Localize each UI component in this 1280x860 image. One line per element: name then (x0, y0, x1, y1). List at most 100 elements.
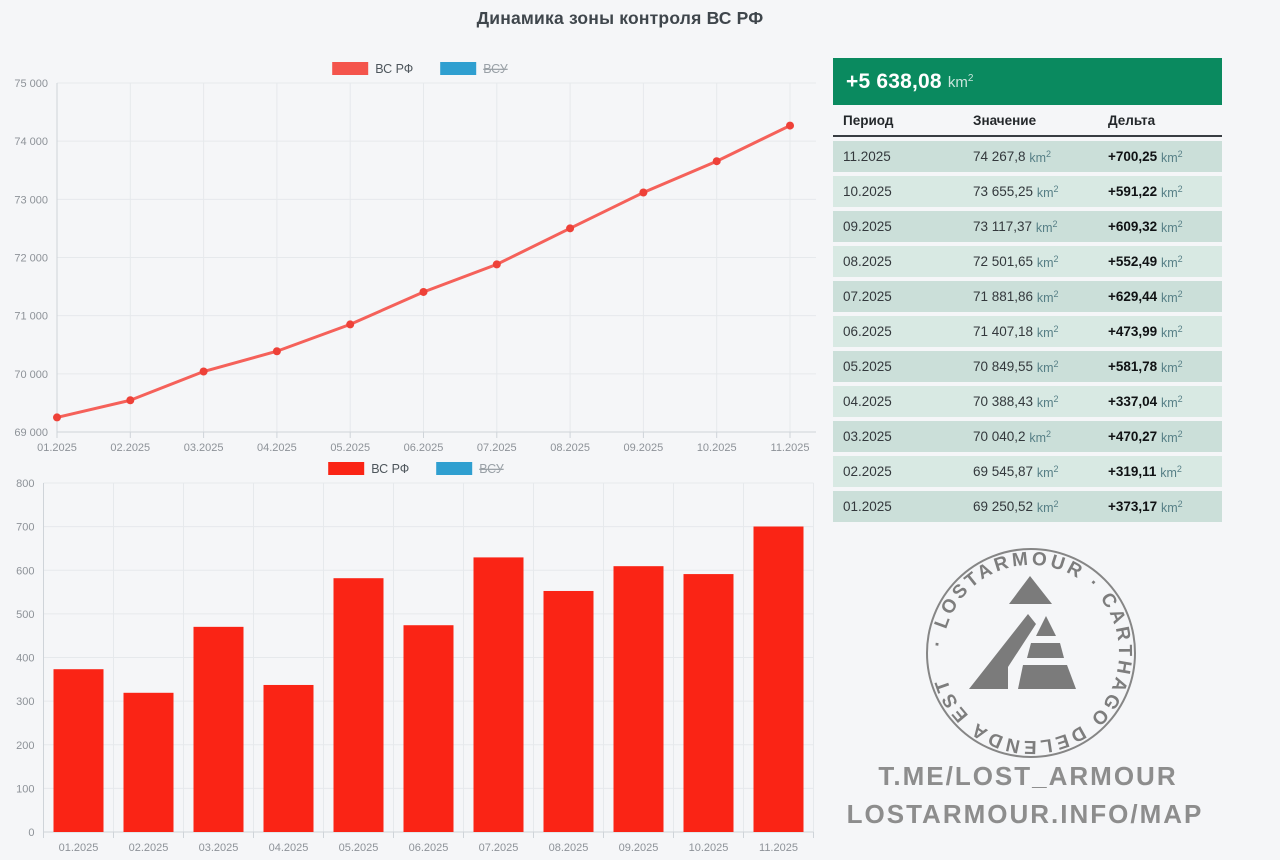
control-zone-table-panel: +5 638,08 km2 Период Значение Дельта 11.… (833, 58, 1222, 522)
svg-text:700: 700 (16, 522, 34, 534)
svg-text:73 000: 73 000 (14, 194, 48, 206)
table-body: 11.2025 74 267,8 km2 +700,25 km2 10.2025 73 … (833, 141, 1222, 522)
value-cell: 73 655,25 km2 (973, 183, 1059, 200)
svg-text:04.2025: 04.2025 (257, 442, 297, 454)
svg-text:09.2025: 09.2025 (624, 442, 664, 454)
map-site-link: LOSTARMOUR.INFO/MAP (846, 799, 1204, 829)
table-row: 06.2025 71 407,18 km2 +473,99 km2 (833, 316, 1222, 347)
svg-text:800: 800 (16, 478, 34, 490)
svg-text:05.2025: 05.2025 (330, 442, 370, 454)
svg-text:600: 600 (16, 565, 34, 577)
svg-text:03.2025: 03.2025 (184, 442, 224, 454)
svg-text:ВС РФ: ВС РФ (371, 462, 409, 476)
bar-02.2025 (123, 692, 174, 832)
svg-text:02.2025: 02.2025 (110, 442, 150, 454)
period-cell: 04.2025 (843, 394, 892, 409)
delta-cell: +470,27 km2 (1108, 428, 1183, 445)
value-cell: 70 849,55 km2 (973, 358, 1059, 375)
value-cell: 72 501,65 km2 (973, 253, 1059, 270)
svg-text:04.2025: 04.2025 (269, 842, 309, 854)
period-cell: 03.2025 (843, 429, 892, 444)
svg-text:06.2025: 06.2025 (404, 442, 444, 454)
svg-text:10.2025: 10.2025 (697, 442, 737, 454)
total-delta-value: +5 638,08 (846, 69, 942, 93)
period-cell: 07.2025 (843, 289, 892, 304)
value-cell: 69 250,52 km2 (973, 498, 1059, 515)
table-row: 11.2025 74 267,8 km2 +700,25 km2 (833, 141, 1222, 172)
value-cell: 73 117,37 km2 (973, 218, 1058, 235)
col-delta: Дельта (1108, 113, 1156, 128)
svg-text:100: 100 (16, 783, 34, 795)
bar-03.2025 (193, 626, 244, 832)
lostarmour-logo-icon (969, 576, 1076, 689)
delta-cell: +591,22 km2 (1108, 183, 1183, 200)
svg-text:400: 400 (16, 653, 34, 665)
period-cell: 05.2025 (843, 359, 892, 374)
value-cell: 71 881,86 km2 (973, 288, 1059, 305)
legend-item-vsu[interactable]: ВСУ (440, 62, 508, 76)
svg-text:08.2025: 08.2025 (549, 842, 589, 854)
series-points-vs-rf (53, 121, 794, 422)
svg-text:74 000: 74 000 (14, 136, 48, 148)
table-row: 10.2025 73 655,25 km2 +591,22 km2 (833, 176, 1222, 207)
delta-cell: +473,99 km2 (1108, 323, 1183, 340)
svg-text:72 000: 72 000 (14, 253, 48, 265)
total-delta-banner: +5 638,08 km2 (833, 58, 1222, 105)
svg-text:71 000: 71 000 (14, 311, 48, 323)
svg-text:02.2025: 02.2025 (129, 842, 169, 854)
table-row: 07.2025 71 881,86 km2 +629,44 km2 (833, 281, 1222, 312)
period-cell: 02.2025 (843, 464, 892, 479)
delta-cell: +337,04 km2 (1108, 393, 1183, 410)
legend-item-vs-rf[interactable]: ВС РФ (328, 462, 409, 476)
value-cell: 70 388,43 km2 (973, 393, 1059, 410)
table-row: 03.2025 70 040,2 km2 +470,27 km2 (833, 421, 1222, 452)
telegram-link: T.ME/LOST_ARMOUR (878, 761, 1178, 791)
svg-text:ВС РФ: ВС РФ (375, 62, 413, 76)
svg-text:08.2025: 08.2025 (550, 442, 590, 454)
col-period: Период (843, 113, 894, 128)
bar-01.2025 (53, 669, 104, 832)
bar-ytick-labels: 0 100 200 300 400 500 600 700 800 (16, 478, 34, 839)
line-axes (56, 83, 816, 438)
bar-04.2025 (263, 684, 314, 832)
svg-text:07.2025: 07.2025 (479, 842, 519, 854)
svg-text:11.2025: 11.2025 (771, 442, 810, 454)
svg-text:ВСУ: ВСУ (483, 62, 508, 76)
delta-cell: +581,78 km2 (1108, 358, 1183, 375)
bar-10.2025 (683, 574, 734, 832)
svg-text:03.2025: 03.2025 (199, 842, 239, 854)
svg-text:06.2025: 06.2025 (409, 842, 449, 854)
value-cell: 69 545,87 km2 (973, 463, 1059, 480)
bar-11.2025 (753, 526, 804, 832)
period-cell: 10.2025 (843, 184, 892, 199)
series-bars-vs-rf (53, 526, 804, 832)
page-title: Динамика зоны контроля ВС РФ (476, 8, 764, 28)
value-cell: 74 267,8 km2 (973, 148, 1051, 165)
line-ytick-labels: 69 000 70 000 71 000 72 000 73 000 74 000 75 0… (14, 78, 48, 439)
line-chart: 69 000 70 000 71 000 72 000 73 000 74 000 75 0… (14, 62, 816, 454)
col-value: Значение (973, 113, 1037, 128)
legend-item-vsu[interactable]: ВСУ (436, 462, 504, 476)
value-cell: 70 040,2 km2 (973, 428, 1051, 445)
table-row: 02.2025 69 545,87 km2 +319,11 km2 (833, 456, 1222, 487)
total-delta-unit: km2 (947, 72, 974, 91)
svg-text:75 000: 75 000 (14, 78, 48, 90)
delta-cell: +609,32 km2 (1108, 218, 1183, 235)
svg-text:70 000: 70 000 (14, 369, 48, 381)
delta-cell: +373,17 km2 (1108, 498, 1183, 515)
bar-08.2025 (543, 590, 594, 832)
svg-text:500: 500 (16, 609, 34, 621)
svg-text:09.2025: 09.2025 (619, 842, 659, 854)
legend-item-vs-rf[interactable]: ВС РФ (332, 62, 413, 76)
table-header-row: Период Значение Дельта (833, 105, 1222, 137)
period-cell: 11.2025 (843, 149, 891, 164)
svg-text:07.2025: 07.2025 (477, 442, 517, 454)
bar-06.2025 (403, 625, 454, 832)
delta-cell: +700,25 km2 (1108, 148, 1183, 165)
line-xtick-labels: 01.2025 02.2025 03.2025 04.2025 05.2025 06.20… (37, 442, 809, 454)
svg-text:05.2025: 05.2025 (339, 842, 379, 854)
table-row: 09.2025 73 117,37 km2 +609,32 km2 (833, 211, 1222, 242)
svg-text:0: 0 (28, 827, 34, 839)
table-row: 04.2025 70 388,43 km2 +337,04 km2 (833, 386, 1222, 417)
bar-09.2025 (613, 566, 664, 832)
